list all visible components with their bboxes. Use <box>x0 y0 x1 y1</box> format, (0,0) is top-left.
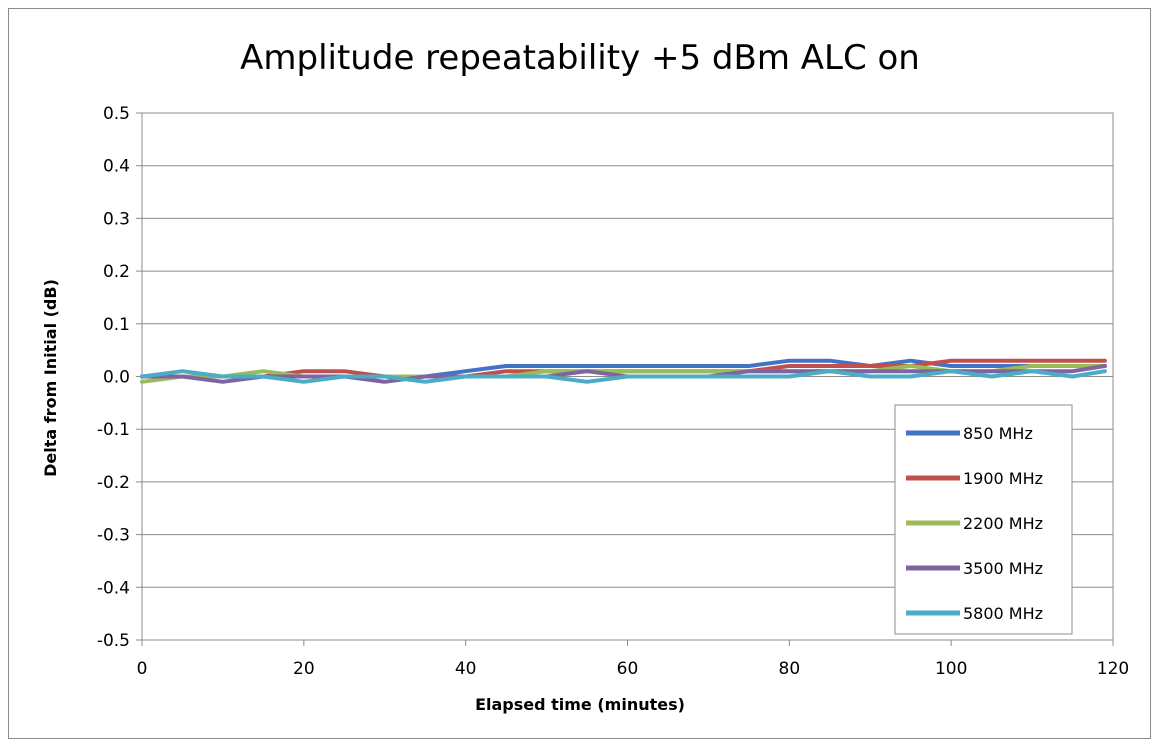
x-tick-label: 40 <box>455 659 477 679</box>
y-tick-label: 0.1 <box>103 315 130 335</box>
legend-label: 850 MHz <box>963 424 1033 443</box>
series-lines <box>140 358 1107 384</box>
series-line-4 <box>140 369 1107 384</box>
x-tick-label: 20 <box>293 659 315 679</box>
y-tick-label: -0.5 <box>97 631 130 651</box>
x-tick-label: 0 <box>137 659 148 679</box>
legend-label: 1900 MHz <box>963 469 1043 488</box>
y-axis-label: Delta from Initial (dB) <box>41 279 60 477</box>
y-tick-label: 0.5 <box>103 104 130 124</box>
chart-title: Amplitude repeatability +5 dBm ALC on <box>240 38 920 78</box>
y-tick-label: -0.4 <box>97 578 130 598</box>
y-tick-label: -0.1 <box>97 420 130 440</box>
x-tick-label: 100 <box>935 659 967 679</box>
legend-label: 5800 MHz <box>963 604 1043 623</box>
x-axis-label: Elapsed time (minutes) <box>475 695 685 714</box>
legend-box <box>894 404 1073 635</box>
y-tick-label: 0.4 <box>103 157 130 177</box>
x-tick-label: 120 <box>1097 659 1129 679</box>
legend-label: 2200 MHz <box>963 514 1043 533</box>
x-tick-labels: 0 20 40 60 80 100 120 <box>137 659 1130 679</box>
legend: 850 MHz 1900 MHz 2200 MHz 3500 MHz 5800 MHz <box>894 404 1073 635</box>
y-tick-label: -0.2 <box>97 473 130 493</box>
y-tick-label: 0.3 <box>103 209 130 229</box>
y-tick-label: 0.0 <box>103 368 130 388</box>
y-tick-label: -0.3 <box>97 526 130 546</box>
x-tick-label: 60 <box>617 659 639 679</box>
x-tick-label: 80 <box>779 659 801 679</box>
y-tick-labels: 0.5 0.4 0.3 0.2 0.1 0.0 -0.1 -0.2 -0.3 -0.4 -0.5 <box>97 104 130 651</box>
y-tick-label: 0.2 <box>103 262 130 282</box>
legend-label: 3500 MHz <box>963 559 1043 578</box>
